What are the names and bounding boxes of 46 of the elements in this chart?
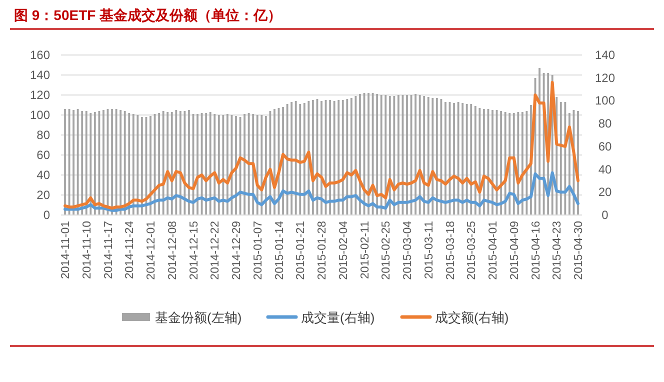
y2-tick-label: 80 (598, 116, 612, 131)
x-tick-label: 2015-04-09 (508, 221, 521, 280)
x-tick-label: 2014-12-29 (231, 221, 243, 280)
legend-label: 成交额(右轴) (435, 310, 509, 325)
y-tick-label: 40 (36, 168, 50, 182)
x-tick-label: 2015-01-28 (316, 221, 328, 280)
y-tick-label: 60 (36, 148, 50, 162)
x-tick-label: 2014-11-01 (60, 221, 72, 279)
y-tick-label: 0 (43, 208, 50, 222)
x-tick-label: 2014-11-17 (102, 221, 115, 279)
x-tick-label: 2015-02-25 (380, 221, 393, 280)
x-tick-label: 2015-04-01 (488, 221, 500, 280)
x-tick-label: 2015-01-21 (295, 221, 308, 280)
y2-tick-label: 120 (594, 70, 616, 85)
y2-tick-label: 0 (602, 208, 609, 222)
x-tick-label: 2014-11-10 (81, 221, 94, 279)
x-tick-label: 2014-12-01 (146, 221, 158, 280)
title: 图 9：50ETF 基金成交及份额（单位：亿） (14, 7, 282, 23)
x-tick-label: 2015-03-11 (423, 221, 436, 279)
x-tick-label: 2015-03-04 (402, 220, 414, 280)
x-tick-label: 2015-03-25 (466, 221, 478, 280)
legend-label: 基金份额(左轴) (155, 310, 242, 325)
x-tick-label: 2014-12-15 (188, 221, 200, 280)
x-tick-label: 2015-01-14 (274, 220, 286, 280)
y-tick-label: 120 (30, 88, 50, 102)
y2-tick-label: 100 (594, 94, 616, 108)
x-tick-label: 2014-12-08 (166, 221, 179, 280)
x-tick-label: 2015-04-23 (552, 221, 564, 280)
y2-tick-label: 40 (598, 162, 612, 176)
y-tick-label: 140 (30, 68, 50, 82)
y-tick-label: 80 (36, 128, 50, 142)
legend-label: 成交量(右轴) (301, 310, 375, 325)
y2-tick-label: 140 (594, 48, 616, 62)
x-tick-label: 2015-02-11 (359, 221, 372, 279)
y-tick-label: 20 (36, 188, 50, 202)
x-tick-label: 2014-12-22 (210, 221, 222, 280)
x-tick-label: 2015-01-07 (252, 221, 264, 280)
x-tick-label: 2014-11-24 (124, 220, 136, 279)
y2-tick-label: 60 (598, 139, 612, 154)
x-tick-label: 2015-03-18 (444, 221, 457, 280)
x-tick-label: 2015-02-04 (338, 220, 350, 280)
y-tick-label: 100 (30, 108, 50, 122)
y-tick-label: 160 (30, 48, 50, 62)
x-tick-label: 2015-04-30 (573, 221, 585, 280)
x-tick-label: 2015-04-16 (530, 221, 542, 280)
y2-tick-label: 20 (598, 185, 612, 200)
